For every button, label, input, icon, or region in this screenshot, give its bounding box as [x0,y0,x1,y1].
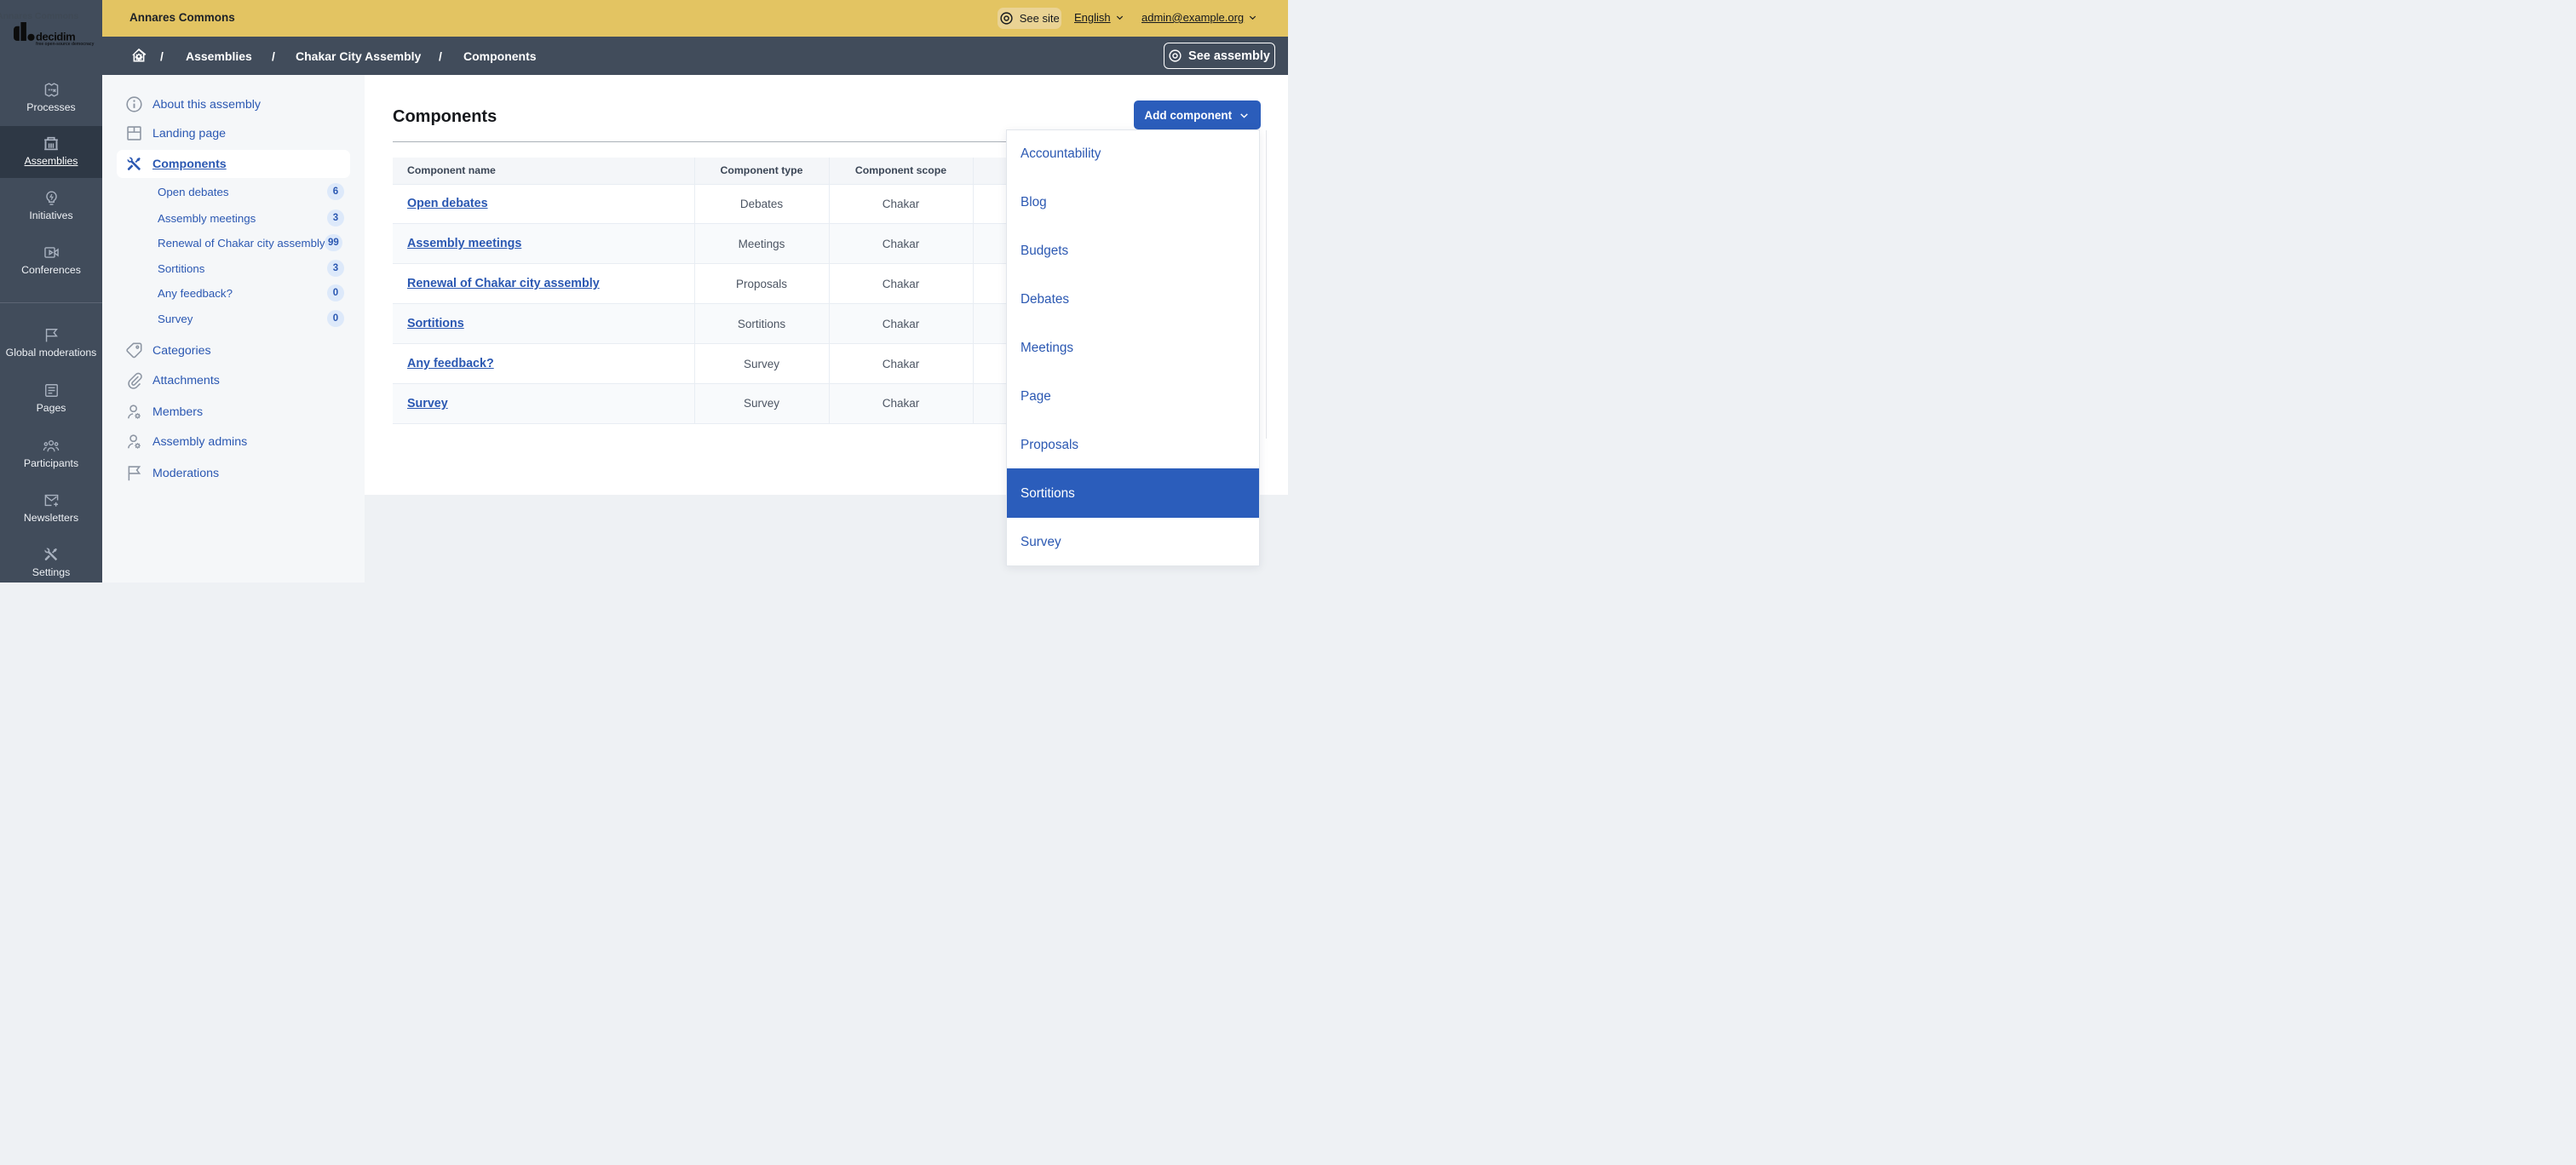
svg-text:free open-source democracy: free open-source democracy [36,42,95,47]
svg-text:decidim: decidim [36,31,75,43]
